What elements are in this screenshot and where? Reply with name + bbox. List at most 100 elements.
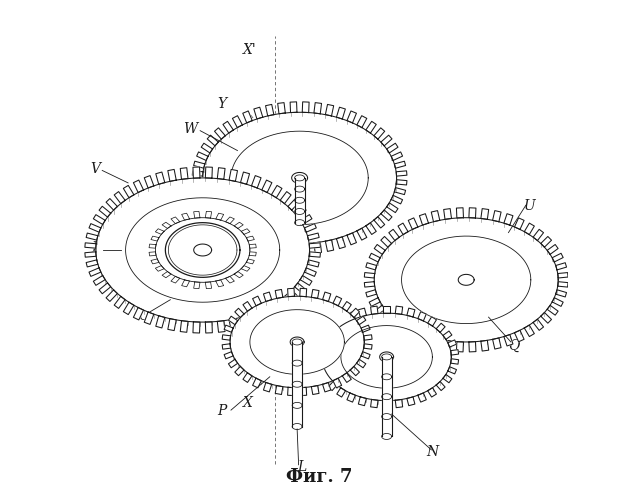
Polygon shape bbox=[381, 236, 392, 247]
Polygon shape bbox=[322, 313, 451, 400]
Polygon shape bbox=[314, 242, 321, 253]
Polygon shape bbox=[369, 298, 380, 306]
Polygon shape bbox=[418, 312, 426, 321]
Polygon shape bbox=[197, 152, 208, 160]
Polygon shape bbox=[357, 316, 366, 324]
Polygon shape bbox=[469, 208, 476, 218]
Polygon shape bbox=[556, 262, 567, 270]
Polygon shape bbox=[149, 252, 156, 256]
Polygon shape bbox=[381, 357, 392, 436]
Polygon shape bbox=[205, 212, 212, 218]
Polygon shape bbox=[369, 254, 380, 262]
Polygon shape bbox=[240, 172, 250, 184]
Polygon shape bbox=[275, 290, 283, 298]
Text: R: R bbox=[91, 242, 101, 256]
Polygon shape bbox=[366, 222, 376, 234]
Polygon shape bbox=[217, 168, 225, 179]
Polygon shape bbox=[443, 340, 452, 351]
Text: P: P bbox=[217, 404, 227, 418]
Polygon shape bbox=[533, 319, 544, 330]
Polygon shape bbox=[325, 104, 334, 116]
Polygon shape bbox=[243, 111, 252, 123]
Polygon shape bbox=[295, 178, 305, 222]
Polygon shape bbox=[337, 107, 345, 119]
Polygon shape bbox=[347, 233, 357, 245]
Polygon shape bbox=[325, 240, 334, 252]
Polygon shape bbox=[234, 222, 243, 228]
Polygon shape bbox=[556, 290, 567, 297]
Polygon shape bbox=[374, 128, 385, 139]
Text: U: U bbox=[523, 199, 535, 213]
Polygon shape bbox=[408, 218, 418, 230]
Polygon shape bbox=[311, 290, 319, 298]
Polygon shape bbox=[456, 342, 463, 352]
Polygon shape bbox=[333, 296, 342, 306]
Polygon shape bbox=[431, 210, 440, 222]
Polygon shape bbox=[243, 233, 252, 245]
Polygon shape bbox=[288, 288, 295, 296]
Polygon shape bbox=[389, 319, 399, 330]
Polygon shape bbox=[381, 312, 392, 323]
Polygon shape bbox=[300, 276, 312, 285]
Polygon shape bbox=[481, 208, 489, 220]
Polygon shape bbox=[291, 172, 307, 184]
Polygon shape bbox=[398, 325, 408, 336]
Polygon shape bbox=[443, 208, 452, 220]
Polygon shape bbox=[357, 228, 367, 240]
Polygon shape bbox=[374, 216, 385, 228]
Polygon shape bbox=[222, 344, 231, 349]
Polygon shape bbox=[193, 322, 200, 333]
Polygon shape bbox=[407, 397, 415, 406]
Polygon shape bbox=[290, 337, 304, 347]
Polygon shape bbox=[226, 276, 235, 283]
Polygon shape bbox=[272, 186, 282, 198]
Polygon shape bbox=[226, 217, 235, 224]
Polygon shape bbox=[180, 320, 188, 332]
Polygon shape bbox=[207, 135, 219, 146]
Polygon shape bbox=[366, 290, 376, 297]
Polygon shape bbox=[207, 210, 219, 220]
Polygon shape bbox=[290, 102, 297, 113]
Polygon shape bbox=[288, 388, 295, 396]
Polygon shape bbox=[99, 283, 111, 294]
Polygon shape bbox=[229, 170, 238, 181]
Polygon shape bbox=[235, 366, 244, 376]
Polygon shape bbox=[203, 112, 397, 244]
Polygon shape bbox=[547, 244, 558, 254]
Polygon shape bbox=[458, 274, 474, 285]
Polygon shape bbox=[249, 252, 256, 256]
Polygon shape bbox=[194, 212, 200, 218]
Polygon shape bbox=[250, 310, 344, 374]
Polygon shape bbox=[302, 243, 309, 254]
Polygon shape bbox=[398, 223, 408, 234]
Polygon shape bbox=[317, 340, 325, 347]
Polygon shape bbox=[216, 280, 224, 287]
Polygon shape bbox=[246, 236, 254, 241]
Polygon shape bbox=[106, 290, 118, 302]
Polygon shape bbox=[252, 296, 261, 306]
Text: L: L bbox=[297, 460, 306, 474]
Polygon shape bbox=[321, 374, 330, 383]
Polygon shape bbox=[307, 260, 319, 267]
Polygon shape bbox=[350, 366, 360, 376]
Polygon shape bbox=[266, 104, 274, 116]
Polygon shape bbox=[123, 186, 134, 198]
Polygon shape bbox=[341, 326, 433, 388]
Polygon shape bbox=[275, 386, 283, 394]
Polygon shape bbox=[254, 107, 263, 119]
Polygon shape bbox=[418, 393, 426, 402]
Polygon shape bbox=[408, 330, 418, 342]
Polygon shape bbox=[278, 102, 285, 114]
Polygon shape bbox=[357, 116, 367, 128]
Polygon shape bbox=[252, 378, 261, 388]
Polygon shape bbox=[389, 230, 399, 240]
Polygon shape bbox=[436, 323, 445, 332]
Polygon shape bbox=[280, 296, 291, 308]
Polygon shape bbox=[391, 152, 403, 160]
Polygon shape bbox=[347, 393, 355, 402]
Polygon shape bbox=[558, 272, 568, 278]
Polygon shape bbox=[192, 171, 203, 176]
Polygon shape bbox=[134, 308, 144, 320]
Polygon shape bbox=[525, 223, 534, 234]
Polygon shape bbox=[347, 312, 355, 321]
